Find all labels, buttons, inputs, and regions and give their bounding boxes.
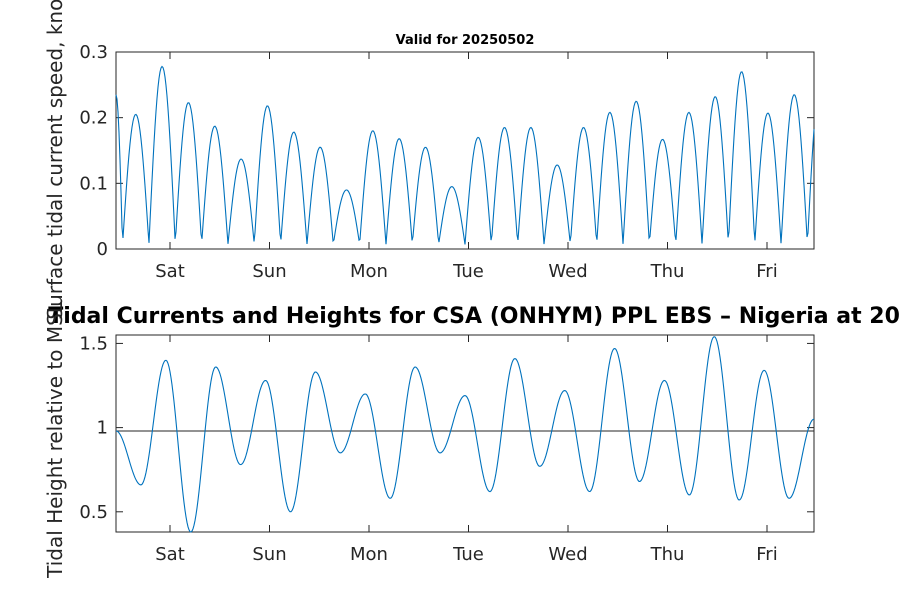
height-plot-area: [115, 334, 815, 533]
x-tick-label: Thu: [650, 261, 685, 282]
x-tick-label: Tue: [452, 544, 484, 565]
y-tick-label: 0.1: [79, 173, 108, 194]
x-tick-label: Fri: [756, 261, 777, 282]
y-tick-label: 0: [97, 239, 108, 260]
y-tick-label: 0.3: [79, 42, 108, 63]
current-y-ticks: 0 0.1 0.2 0.3: [79, 42, 814, 260]
y-tick-label: 1.5: [79, 333, 108, 354]
x-tick-label: Mon: [350, 544, 388, 565]
x-tick-label: Tue: [452, 261, 484, 282]
height-y-axis-label: Tidal Height relative to MSL: [43, 301, 67, 579]
x-tick-label: Sun: [252, 544, 286, 565]
current-x-ticks: Sat Sun Mon Tue Wed Thu Fri: [155, 52, 778, 282]
main-title: Tidal Currents and Heights for CSA (ONHY…: [48, 304, 900, 329]
height-x-ticks: Sat Sun Mon Tue Wed Thu Fri: [155, 335, 778, 565]
current-speed-chart: 0 0.1 0.2 0.3 Sat Sun Mon Tue Wed Thu Fri Valid f…: [43, 0, 815, 320]
tidal-height-line: [115, 336, 815, 533]
y-tick-label: 1: [97, 418, 108, 439]
height-y-ticks: 0.5 1 1.5: [79, 333, 814, 523]
x-tick-label: Wed: [548, 544, 587, 565]
x-tick-label: Sat: [155, 544, 185, 565]
y-tick-label: 0.2: [79, 108, 108, 129]
tidal-height-chart: 0.5 1 1.5 Sat Sun Mon Tue Wed Thu Fri Tidal Curr…: [43, 301, 900, 579]
y-tick-label: 0.5: [79, 502, 108, 523]
x-tick-label: Sat: [155, 261, 185, 282]
x-tick-label: Wed: [548, 261, 587, 282]
current-plot-area: [115, 51, 815, 250]
current-speed-line: [115, 65, 815, 245]
current-y-axis-label: Surface tidal current speed, knots: [43, 0, 67, 320]
x-tick-label: Sun: [252, 261, 286, 282]
x-tick-label: Mon: [350, 261, 388, 282]
current-chart-title: Valid for 20250502: [396, 33, 535, 48]
x-tick-label: Fri: [756, 544, 777, 565]
x-tick-label: Thu: [650, 544, 685, 565]
